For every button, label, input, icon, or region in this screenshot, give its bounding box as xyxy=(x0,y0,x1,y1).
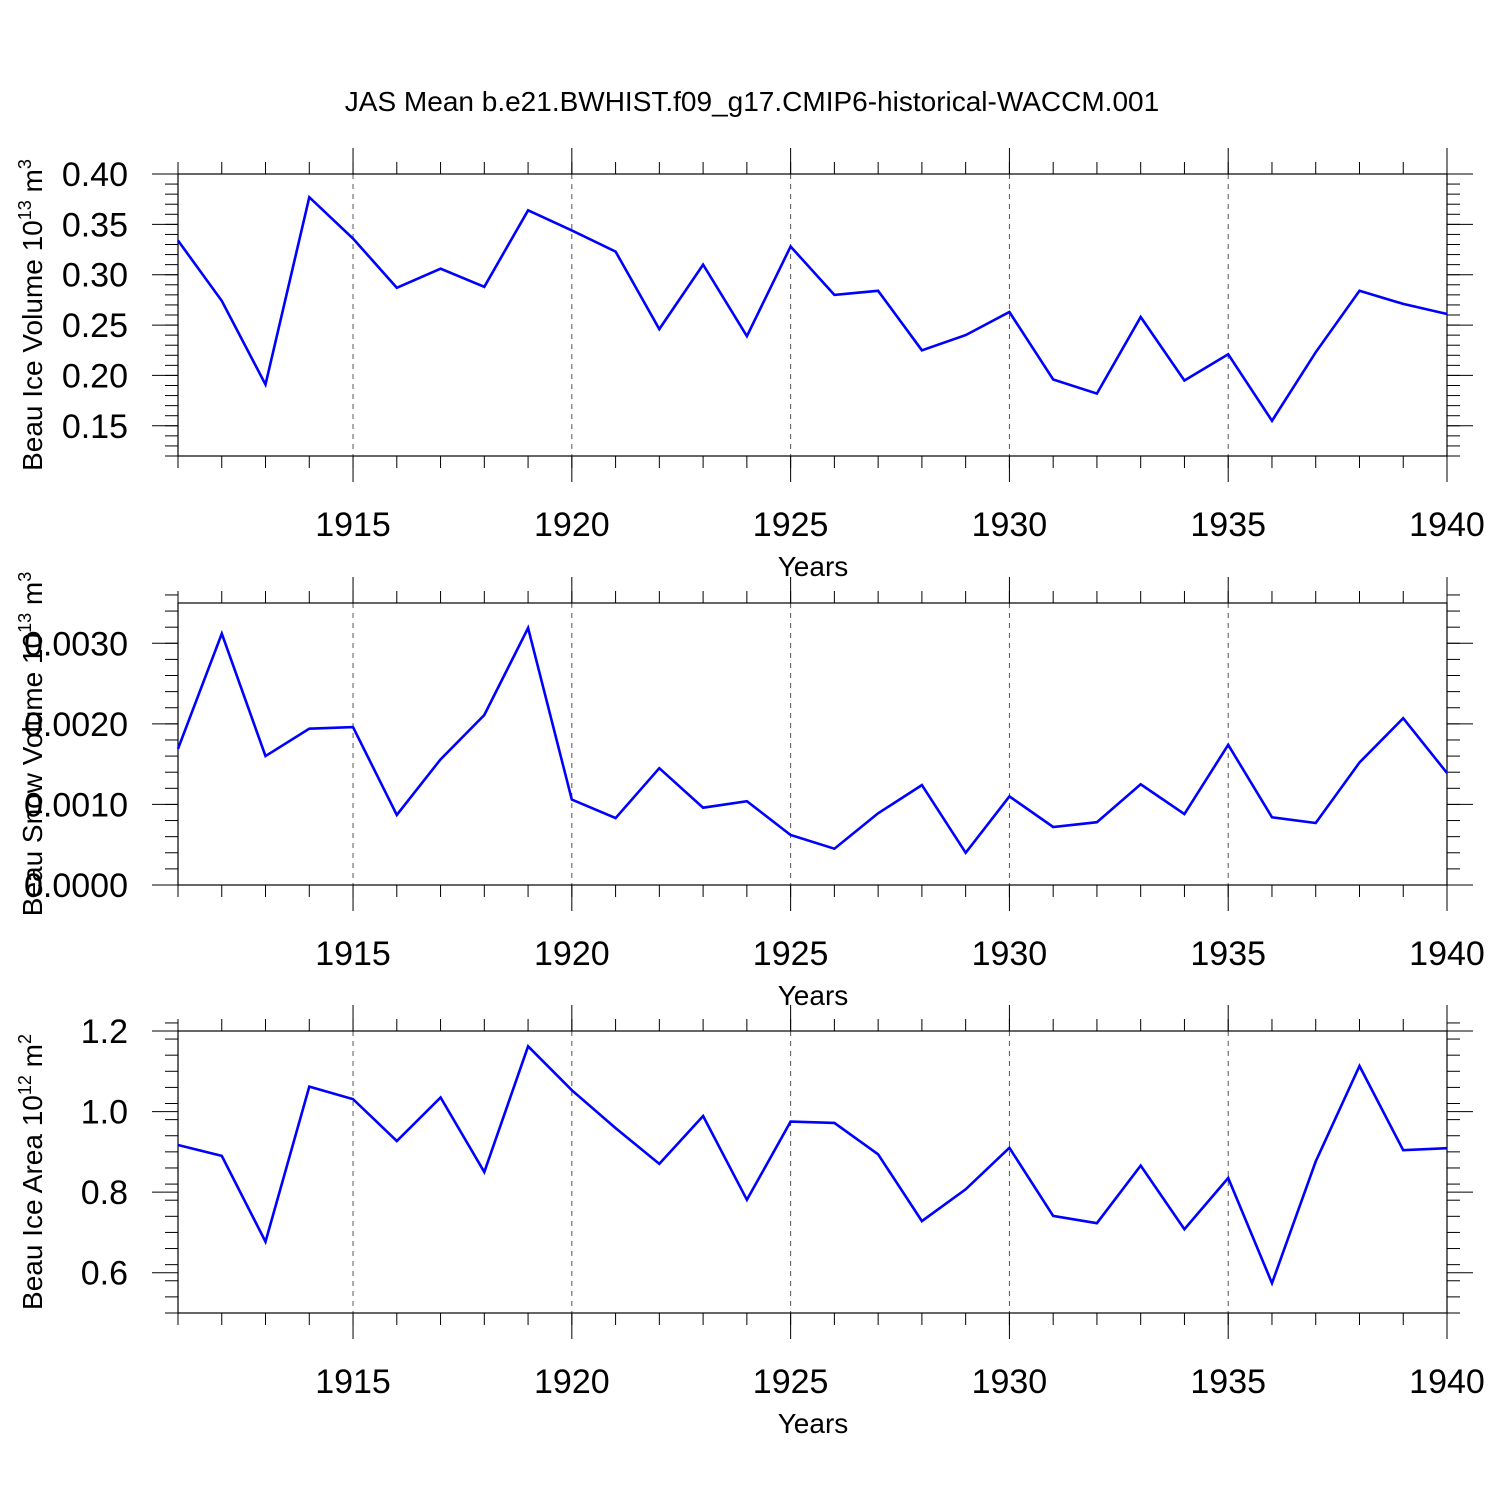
x-axis-label: Years xyxy=(778,980,849,1011)
panels: 1915 1920 1925 1930 1935 1940 0.15 0.20 0.25 0.30… xyxy=(15,148,1485,1439)
x-axis-label: Years xyxy=(778,551,849,582)
x-tick-label: 1940 xyxy=(1409,506,1485,544)
x-tick-label: 1930 xyxy=(972,506,1048,544)
y-tick-label: 0.0020 xyxy=(24,706,128,744)
x-tick-label: 1935 xyxy=(1190,1363,1266,1401)
panel-2: 1915 1920 1925 1930 1935 1940 0.0000 0.0010 0.00… xyxy=(15,572,1485,1011)
x-tick-label: 1915 xyxy=(315,1363,391,1401)
y-tick-label: 0.20 xyxy=(62,357,128,395)
plot-frame xyxy=(177,602,1448,886)
x-tick-label: 1920 xyxy=(534,935,610,973)
y-axis-label: Beau Ice Volume 1013 m3 xyxy=(15,159,48,471)
y-axis-label: Beau Ice Area 1012 m2 xyxy=(15,1034,48,1310)
y-tick-label: 0.15 xyxy=(62,408,128,446)
x-tick-label: 1940 xyxy=(1409,1363,1485,1401)
plot-frame xyxy=(177,173,1448,457)
x-axis-label: Years xyxy=(778,1408,849,1439)
y-tick-label: 0.25 xyxy=(62,307,128,345)
y-tick-label: 0.0030 xyxy=(24,625,128,663)
x-tick-label: 1920 xyxy=(534,506,610,544)
y-tick-label: 0.0010 xyxy=(24,786,128,824)
y-tick-label: 0.30 xyxy=(62,257,128,295)
x-tick-label: 1935 xyxy=(1190,935,1266,973)
y-tick-label: 1.0 xyxy=(81,1094,128,1132)
x-tick-label: 1925 xyxy=(753,935,829,973)
y-tick-label: 0.6 xyxy=(81,1255,128,1293)
x-tick-label: 1930 xyxy=(972,1363,1048,1401)
x-tick-label: 1915 xyxy=(315,506,391,544)
series-line xyxy=(176,624,1449,856)
plot-frame xyxy=(177,1030,1448,1314)
x-tick-label: 1935 xyxy=(1190,506,1266,544)
y-axis-label: Beau Snow Volume 1013 m3 xyxy=(15,572,48,916)
x-tick-label: 1925 xyxy=(753,1363,829,1401)
x-tick-label: 1915 xyxy=(315,935,391,973)
x-tick-label: 1925 xyxy=(753,506,829,544)
x-tick-label: 1920 xyxy=(534,1363,610,1401)
x-tick-label: 1940 xyxy=(1409,935,1485,973)
x-tick-label: 1930 xyxy=(972,935,1048,973)
y-tick-label: 0.40 xyxy=(62,156,128,194)
figure-title: JAS Mean b.e21.BWHIST.f09_g17.CMIP6-hist… xyxy=(345,86,1159,117)
y-tick-label: 1.2 xyxy=(81,1013,128,1051)
series-line xyxy=(177,1043,1448,1287)
y-tick-label: 0.0000 xyxy=(24,867,128,905)
y-tick-label: 0.35 xyxy=(62,206,128,244)
series-line xyxy=(176,194,1448,424)
panel-1: 1915 1920 1925 1930 1935 1940 0.15 0.20 0.25 0.30… xyxy=(15,148,1485,582)
panel-3: 1915 1920 1925 1930 1935 1940 0.6 0.8 1.0 1.2 Year… xyxy=(15,1005,1485,1439)
y-tick-label: 0.8 xyxy=(81,1174,128,1212)
